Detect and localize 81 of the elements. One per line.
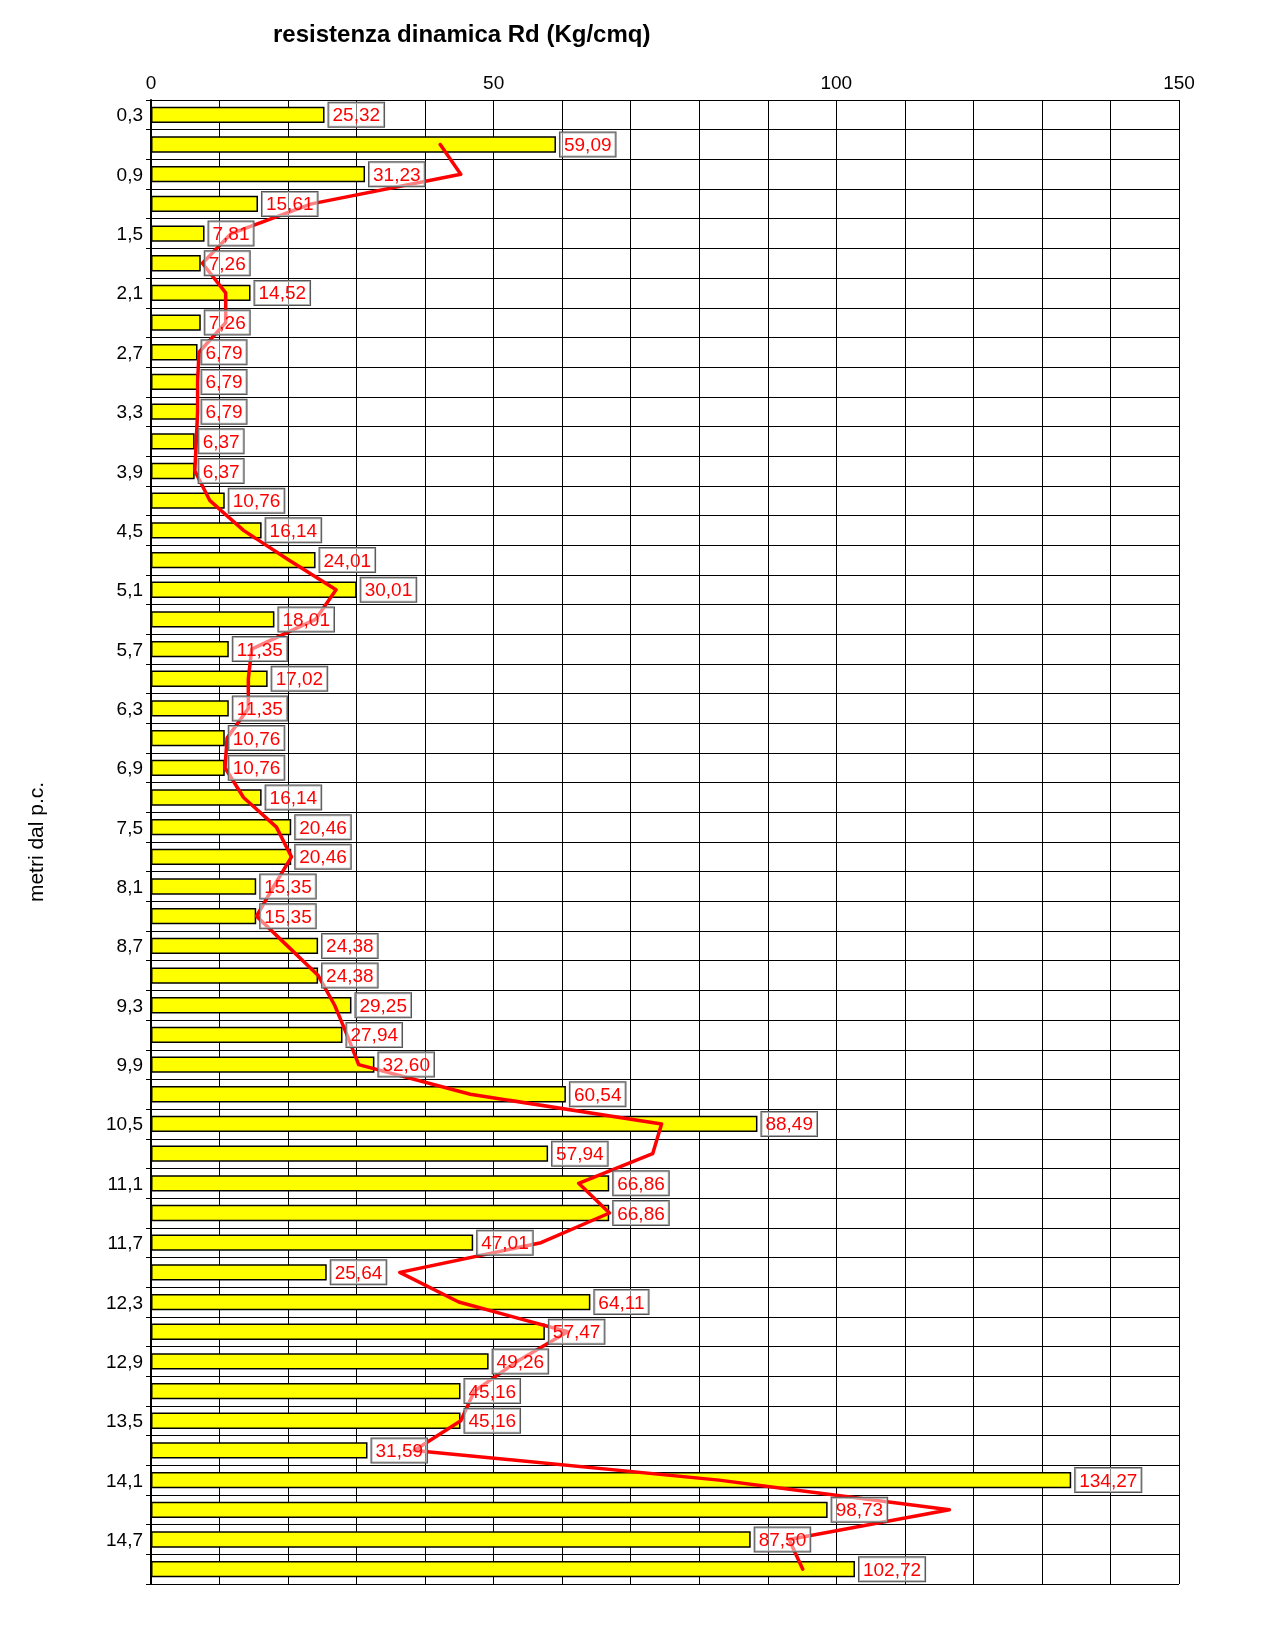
data-label: 10,76 bbox=[232, 757, 281, 779]
data-label: 16,14 bbox=[269, 786, 318, 808]
y-tick-label: 2,7 bbox=[116, 341, 143, 363]
data-label: 57,94 bbox=[556, 1143, 605, 1165]
y-tick-label: 0,9 bbox=[116, 163, 143, 185]
data-label: 24,38 bbox=[326, 935, 374, 957]
data-label: 31,23 bbox=[373, 163, 421, 185]
y-tick-label: 3,3 bbox=[116, 401, 143, 423]
y-axis-title: metri dal p.c. bbox=[24, 781, 47, 903]
data-label: 57,47 bbox=[552, 1321, 601, 1343]
y-tick-label: 14,1 bbox=[106, 1469, 143, 1491]
data-label: 32,60 bbox=[382, 1054, 430, 1076]
data-label: 7,26 bbox=[208, 312, 246, 334]
data-label: 10,76 bbox=[232, 490, 281, 512]
data-label: 59,09 bbox=[563, 134, 612, 156]
data-label: 24,38 bbox=[326, 965, 374, 987]
data-label: 11,35 bbox=[236, 638, 283, 660]
y-tick-label: 8,7 bbox=[116, 935, 143, 957]
data-label: 30,01 bbox=[364, 579, 413, 601]
data-label: 17,02 bbox=[275, 668, 324, 690]
y-tick-label: 14,7 bbox=[106, 1528, 143, 1550]
y-tick-label: 5,1 bbox=[116, 579, 143, 601]
data-label: 87,50 bbox=[758, 1528, 807, 1550]
data-label: 6,79 bbox=[205, 401, 243, 423]
data-label: 6,37 bbox=[202, 430, 240, 452]
data-label: 15,35 bbox=[264, 876, 312, 898]
y-tick-label: 6,9 bbox=[116, 757, 143, 779]
data-label: 7,26 bbox=[208, 252, 246, 274]
data-label: 7,81 bbox=[212, 223, 250, 245]
y-tick-label: 10,5 bbox=[106, 1113, 143, 1135]
data-label: 6,79 bbox=[205, 371, 243, 393]
data-label: 134,27 bbox=[1079, 1469, 1138, 1491]
x-tick-label: 150 bbox=[1163, 72, 1195, 93]
data-label: 14,52 bbox=[258, 282, 307, 304]
data-label: 11,35 bbox=[236, 697, 283, 719]
y-tick-label: 3,9 bbox=[116, 460, 143, 482]
data-label: 45,16 bbox=[468, 1380, 517, 1402]
data-label: 66,86 bbox=[617, 1202, 665, 1224]
y-tick-label: 12,9 bbox=[106, 1350, 143, 1372]
x-tick-label: 0 bbox=[145, 72, 157, 93]
y-tick-label: 11,7 bbox=[107, 1232, 143, 1254]
y-tick-label: 12,3 bbox=[106, 1291, 143, 1313]
data-label: 66,86 bbox=[617, 1172, 665, 1194]
y-tick-label: 8,1 bbox=[116, 876, 143, 898]
data-label: 15,61 bbox=[265, 193, 314, 215]
data-label: 47,01 bbox=[481, 1232, 529, 1254]
y-tick-label: 1,5 bbox=[116, 223, 143, 245]
x-tick-label: 100 bbox=[820, 72, 853, 93]
y-tick-label: 5,7 bbox=[116, 638, 143, 660]
data-label: 45,16 bbox=[468, 1410, 517, 1432]
x-tick-label: 50 bbox=[483, 72, 505, 93]
y-tick-label: 2,1 bbox=[116, 282, 143, 304]
data-label: 98,73 bbox=[835, 1499, 884, 1521]
chart-title: resistenza dinamica Rd (Kg/cmq) bbox=[273, 19, 651, 47]
data-label: 6,37 bbox=[202, 460, 240, 482]
data-label: 25,32 bbox=[332, 104, 381, 126]
data-label: 31,59 bbox=[375, 1439, 424, 1461]
data-label: 49,26 bbox=[496, 1350, 545, 1372]
data-label: 64,11 bbox=[598, 1291, 645, 1313]
data-label: 88,49 bbox=[765, 1113, 813, 1135]
data-label: 10,76 bbox=[232, 727, 281, 749]
data-label: 60,54 bbox=[573, 1083, 622, 1105]
data-label: 20,46 bbox=[299, 816, 347, 838]
y-tick-label: 0,3 bbox=[116, 104, 143, 126]
data-label: 18,01 bbox=[282, 608, 330, 630]
data-label: 6,79 bbox=[205, 341, 243, 363]
data-label: 102,72 bbox=[862, 1558, 922, 1580]
data-label: 20,46 bbox=[299, 846, 347, 868]
y-tick-label: 6,3 bbox=[116, 697, 143, 719]
y-tick-label: 9,9 bbox=[116, 1054, 143, 1076]
y-tick-label: 4,5 bbox=[116, 519, 143, 541]
data-label: 25,64 bbox=[334, 1261, 383, 1283]
y-tick-label: 9,3 bbox=[116, 994, 143, 1016]
data-label: 29,25 bbox=[359, 994, 408, 1016]
y-tick-label: 11,1 bbox=[107, 1172, 143, 1194]
data-label: 15,35 bbox=[264, 905, 312, 927]
y-tick-label: 13,5 bbox=[106, 1410, 143, 1432]
data-label: 24,01 bbox=[323, 549, 372, 571]
data-label: 27,94 bbox=[350, 1024, 399, 1046]
y-tick-label: 7,5 bbox=[116, 816, 143, 838]
data-label: 16,14 bbox=[269, 519, 318, 541]
